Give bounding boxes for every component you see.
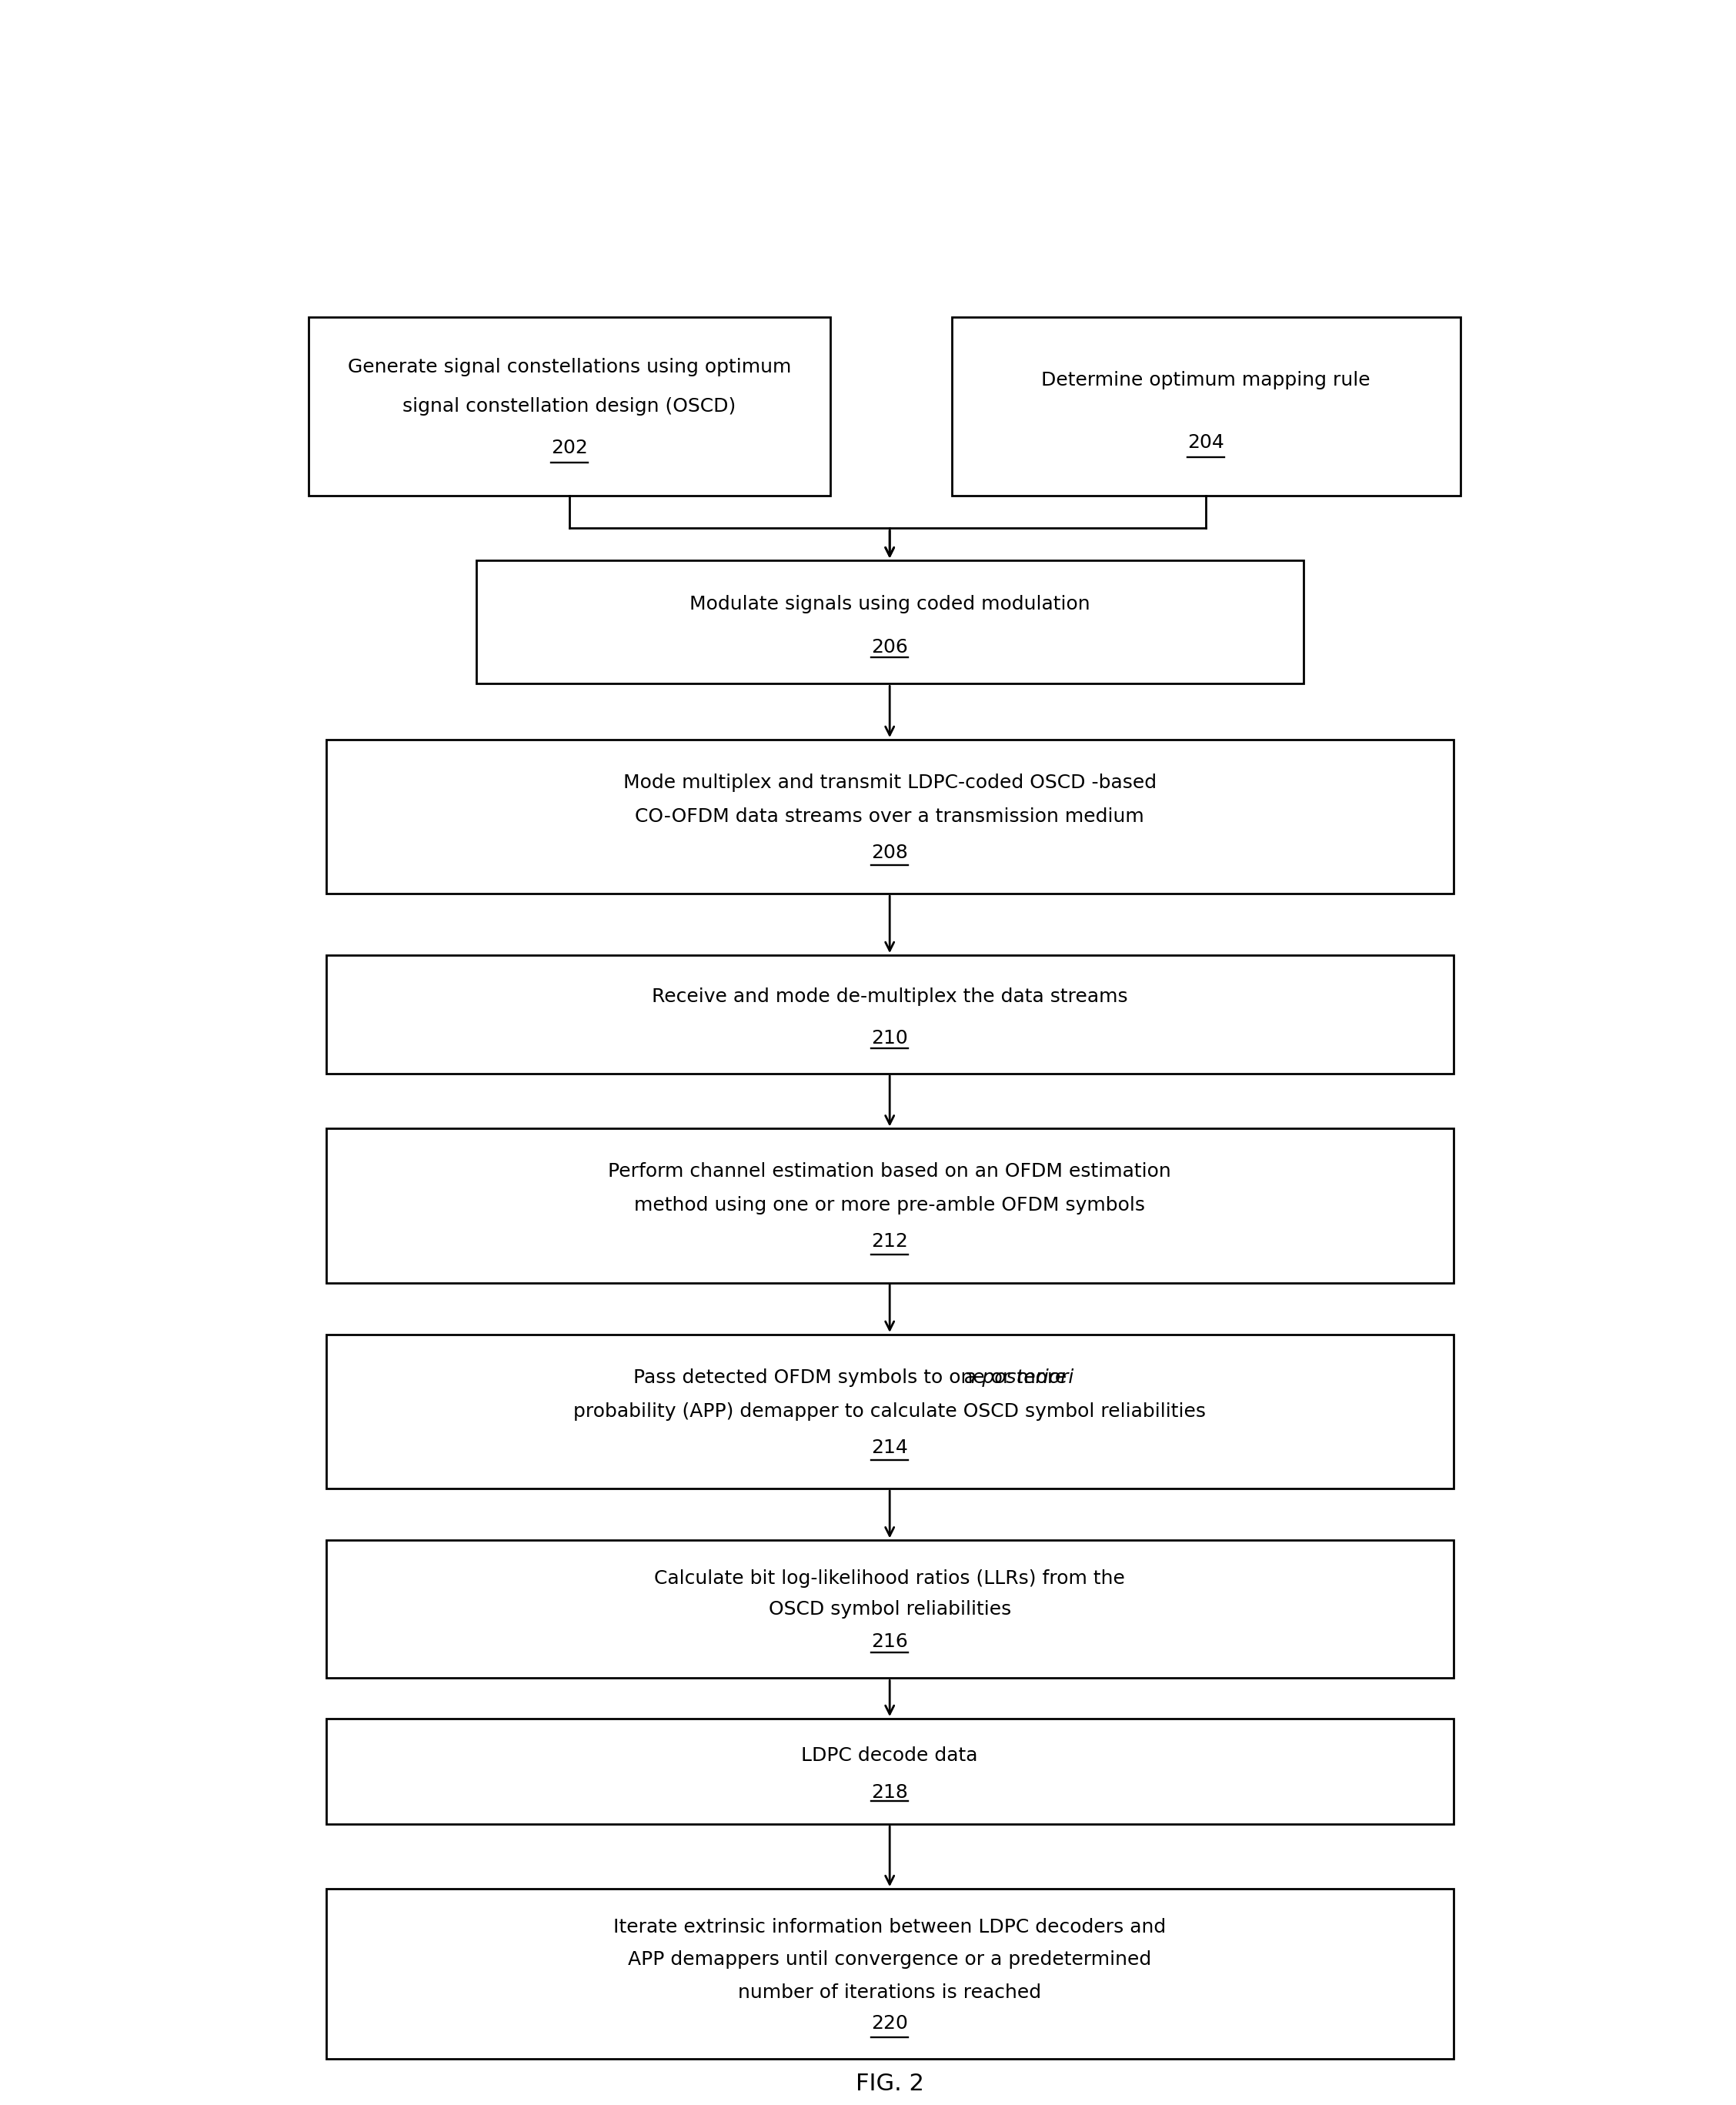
Text: Determine optimum mapping rule: Determine optimum mapping rule (1042, 370, 1370, 389)
Text: 216: 216 (871, 1631, 908, 1650)
Text: 208: 208 (871, 844, 908, 861)
Text: Generate signal constellations using optimum: Generate signal constellations using opt… (347, 358, 792, 377)
Bar (326, 1888, 1453, 2059)
Text: Iterate extrinsic information between LDPC decoders and: Iterate extrinsic information between LD… (613, 1918, 1167, 1937)
Text: LDPC decode data: LDPC decode data (802, 1747, 977, 1764)
Text: 210: 210 (871, 1029, 908, 1048)
Text: CO-OFDM data streams over a transmission medium: CO-OFDM data streams over a transmission… (635, 808, 1144, 825)
Text: a posteriori: a posteriori (963, 1368, 1073, 1387)
Bar (326, 739, 1453, 895)
Text: FIG. 2: FIG. 2 (856, 2073, 924, 2094)
Text: method using one or more pre-amble OFDM symbols: method using one or more pre-amble OFDM … (634, 1196, 1146, 1215)
Text: probability (APP) demapper to calculate OSCD symbol reliabilities: probability (APP) demapper to calculate … (573, 1402, 1207, 1421)
Text: Modulate signals using coded modulation: Modulate signals using coded modulation (689, 594, 1090, 613)
Text: signal constellation design (OSCD): signal constellation design (OSCD) (403, 398, 736, 417)
Text: Receive and mode de-multiplex the data streams: Receive and mode de-multiplex the data s… (651, 987, 1128, 1006)
Text: 202: 202 (550, 440, 589, 457)
Bar (309, 318, 830, 495)
Bar (326, 1128, 1453, 1282)
Text: Perform channel estimation based on an OFDM estimation: Perform channel estimation based on an O… (608, 1162, 1172, 1181)
Bar (326, 956, 1453, 1074)
Text: APP demappers until convergence or a predetermined: APP demappers until convergence or a pre… (628, 1951, 1151, 1968)
Text: Calculate bit log-likelihood ratios (LLRs) from the: Calculate bit log-likelihood ratios (LLR… (654, 1570, 1125, 1587)
Text: 218: 218 (871, 1783, 908, 1802)
Bar (326, 1541, 1453, 1678)
Bar (951, 318, 1460, 495)
Text: 204: 204 (1187, 434, 1224, 453)
Text: 206: 206 (871, 638, 908, 657)
Text: 214: 214 (871, 1438, 908, 1457)
Text: OSCD symbol reliabilities: OSCD symbol reliabilities (769, 1600, 1010, 1619)
Bar (326, 1718, 1453, 1825)
Text: 220: 220 (871, 2014, 908, 2033)
Bar (326, 1335, 1453, 1488)
Bar (476, 560, 1304, 684)
Text: 212: 212 (871, 1231, 908, 1250)
Text: number of iterations is reached: number of iterations is reached (738, 1983, 1042, 2002)
Text: Pass detected OFDM symbols to one or more: Pass detected OFDM symbols to one or mor… (634, 1368, 1073, 1387)
Text: Mode multiplex and transmit LDPC-coded OSCD -based: Mode multiplex and transmit LDPC-coded O… (623, 773, 1156, 791)
